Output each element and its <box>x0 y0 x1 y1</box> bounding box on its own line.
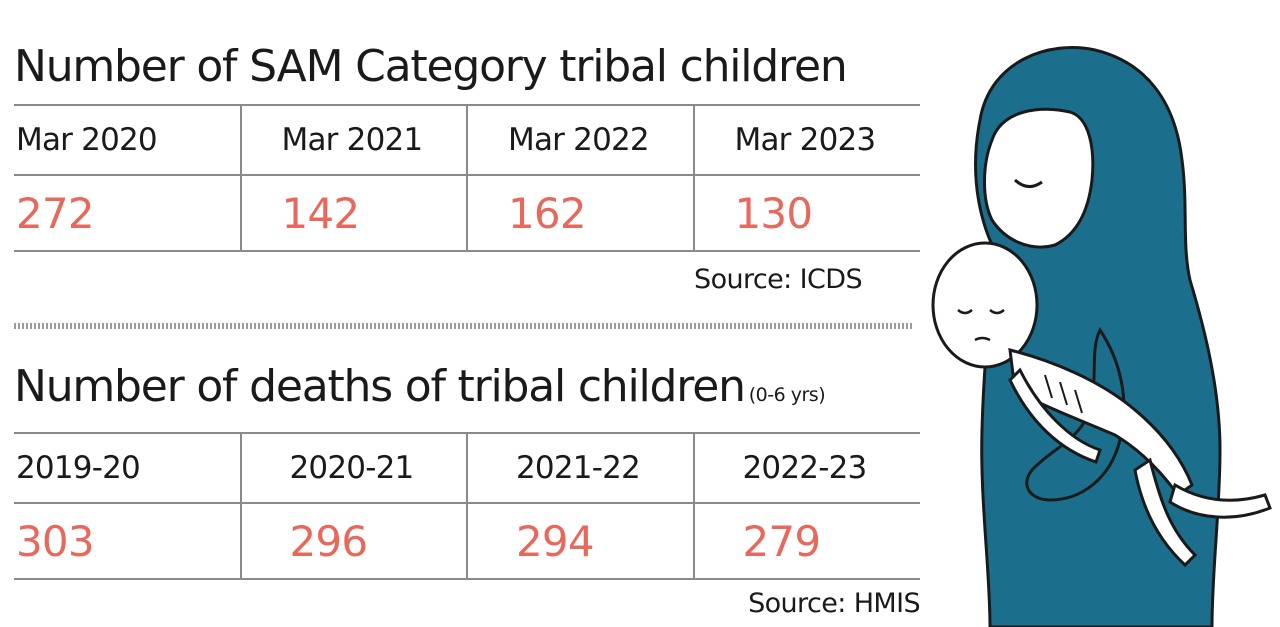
sam-year-cell: Mar 2022 <box>466 104 694 175</box>
sam-value-cell: 142 <box>239 174 467 252</box>
deaths-value-cell: 294 <box>466 502 694 580</box>
sam-value-cell: 162 <box>466 174 694 252</box>
deaths-source-note: Source: HMIS <box>748 588 921 619</box>
child-arm-shape <box>1008 367 1102 464</box>
sam-children-title: Number of SAM Category tribal children <box>14 41 848 92</box>
deaths-value-cell: 296 <box>239 502 467 580</box>
mother-holding-child-icon <box>931 46 1272 627</box>
dotted-divider <box>14 323 914 329</box>
sam-year-cell: Mar 2020 <box>14 104 241 175</box>
deaths-title: Number of deaths of tribal children (0-6 … <box>14 360 920 422</box>
deaths-title-unit: (0-6 yrs) <box>748 384 826 406</box>
sam-header-row: Mar 2020 Mar 2021 Mar 2022 Mar 2023 <box>14 104 920 175</box>
sam-year-cell: Mar 2021 <box>239 104 467 175</box>
child-ribs <box>1044 374 1083 414</box>
child-leg2-shape <box>1133 457 1198 568</box>
deaths-header-row: 2019-20 2020-21 2021-22 2022-23 <box>14 432 920 503</box>
face-shape <box>983 107 1095 249</box>
child-leg-shape <box>1168 482 1272 519</box>
child-head-shape <box>931 241 1039 369</box>
deaths-value-cell: 279 <box>692 502 920 580</box>
deaths-value-cell: 303 <box>14 502 241 580</box>
sam-value-cell: 272 <box>14 174 241 252</box>
deaths-table: 2019-20 2020-21 2021-22 2022-23 303 296 … <box>14 432 920 580</box>
deaths-year-cell: 2022-23 <box>692 432 920 503</box>
child-mouth <box>974 336 991 342</box>
deaths-year-cell: 2020-21 <box>239 432 467 503</box>
sam-children-panel: Number of SAM Category tribal children M… <box>14 40 920 295</box>
sam-value-cell: 130 <box>692 174 920 252</box>
sam-value-row: 272 142 162 130 <box>14 174 920 252</box>
sam-source-note: Source: ICDS <box>694 264 863 295</box>
deaths-year-cell: 2019-20 <box>14 432 241 503</box>
deaths-value-row: 303 296 294 279 <box>14 502 920 580</box>
child-eye-left <box>957 309 973 315</box>
deaths-year-cell: 2021-22 <box>466 432 694 503</box>
eye-shape <box>1013 178 1043 188</box>
deaths-title-text: Number of deaths of tribal children <box>14 361 746 412</box>
sam-year-cell: Mar 2023 <box>692 104 920 175</box>
child-eye-right <box>989 309 1005 315</box>
deaths-panel: Number of deaths of tribal children (0-6 … <box>14 360 921 619</box>
sam-children-table: Mar 2020 Mar 2021 Mar 2022 Mar 2023 272 … <box>14 104 920 252</box>
